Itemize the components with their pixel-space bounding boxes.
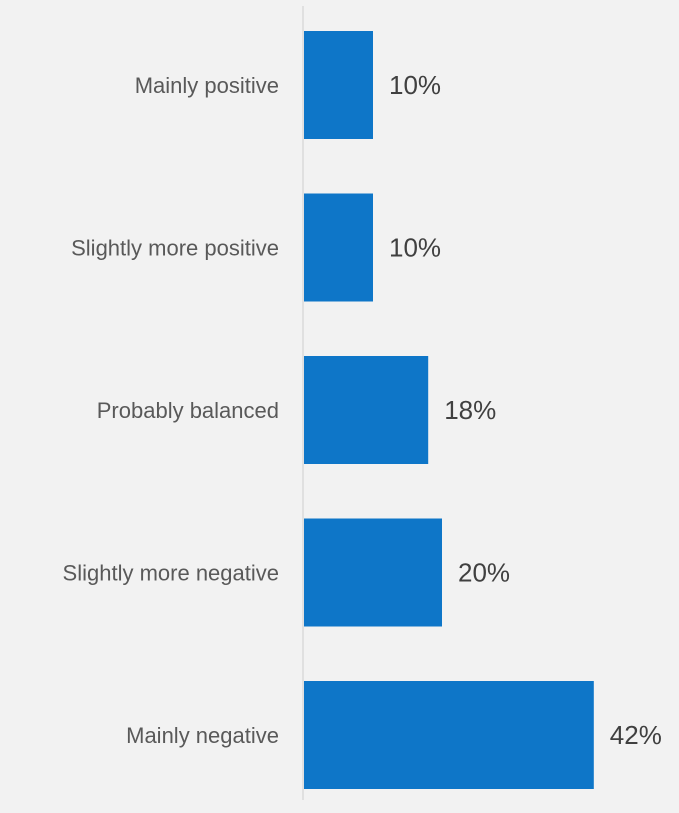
category-label-mainly-positive: Mainly positive [135,73,279,98]
value-label-probably-balanced: 18% [444,395,496,425]
value-label-mainly-positive: 10% [389,70,441,100]
bar-mainly-negative [304,681,594,789]
value-label-slightly-more-positive: 10% [389,233,441,263]
bar-slightly-more-positive [304,193,373,302]
category-label-slightly-more-positive: Slightly more positive [71,236,279,261]
bar-probably-balanced [304,356,429,464]
category-label-slightly-more-negative: Slightly more negative [63,561,279,586]
category-labels: Mainly positive Slightly more positive Pro… [63,73,279,748]
category-label-probably-balanced: Probably balanced [97,398,279,423]
bars-group [304,31,594,789]
value-label-mainly-negative: 42% [610,720,662,750]
bar-slightly-more-negative [304,518,442,627]
value-label-slightly-more-negative: 20% [458,558,510,588]
bar-mainly-positive [304,31,373,139]
value-labels: 10% 10% 18% 20% 42% [389,70,662,750]
category-label-mainly-negative: Mainly negative [126,723,279,748]
